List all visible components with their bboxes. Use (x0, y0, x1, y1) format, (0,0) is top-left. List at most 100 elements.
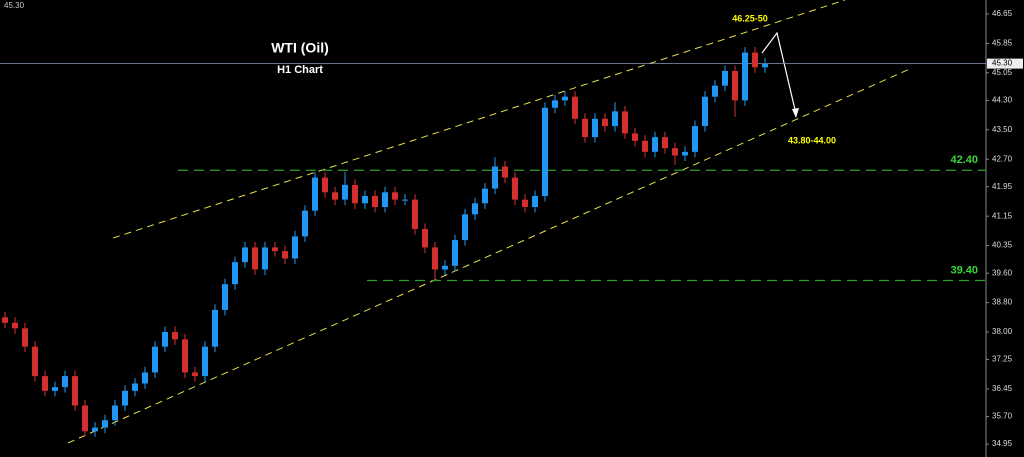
candle-body (162, 331, 168, 347)
candle-body (562, 96, 568, 101)
candle-body (252, 247, 258, 270)
candle-body (642, 140, 648, 152)
candle-body (502, 166, 508, 178)
candle-body (302, 210, 308, 237)
y-tick-label: 45.85 (992, 38, 1013, 47)
candle-body (412, 199, 418, 230)
candle-body (452, 240, 458, 266)
candle-body (522, 199, 528, 207)
candle-body (652, 137, 658, 152)
candle-body (482, 188, 488, 204)
y-tick-label: 34.95 (992, 439, 1013, 448)
candle-body (172, 331, 178, 340)
channel-lower (67, 67, 913, 444)
annotation: 43.80-44.00 (788, 135, 836, 145)
candle-body (442, 265, 448, 270)
candle-body (402, 199, 408, 201)
candle-body (372, 195, 378, 207)
candle-body (312, 177, 318, 211)
candle-body (122, 390, 128, 406)
candle-body (212, 309, 218, 347)
candle-body (22, 328, 28, 347)
candle-body (572, 96, 578, 119)
candle-body (42, 376, 48, 391)
candle-body (132, 383, 138, 391)
y-tick-label: 40.35 (992, 241, 1013, 250)
chart-title: WTI (Oil) (271, 40, 329, 56)
candle-body (762, 63, 768, 68)
level-label: 42.40 (950, 154, 978, 166)
candle-body (282, 251, 288, 259)
candle-body (72, 376, 78, 406)
candle-body (422, 229, 428, 248)
candle-body (612, 111, 618, 127)
y-tick-label: 46.65 (992, 9, 1013, 18)
candle-body (382, 192, 388, 207)
candle-body (322, 177, 328, 193)
candle-body (682, 151, 688, 156)
candle-body (532, 195, 538, 207)
candle-body (202, 346, 208, 377)
y-tick-label: 38.00 (992, 327, 1013, 336)
candle-body (192, 372, 198, 377)
level-label: 39.40 (950, 264, 978, 276)
candle-body (342, 184, 348, 200)
candle-body (102, 420, 108, 428)
y-tick-label: 38.80 (992, 298, 1013, 307)
y-tick-label: 35.70 (992, 412, 1013, 421)
candle-body (142, 372, 148, 384)
candle-body (722, 70, 728, 86)
forecast-arrow (761, 31, 797, 115)
candle-body (262, 247, 268, 270)
candle-body (12, 322, 18, 329)
candle-body (712, 85, 718, 97)
y-tick-label: 36.45 (992, 384, 1013, 393)
candle-body (732, 70, 738, 101)
candle-body (222, 284, 228, 310)
candle-body (152, 346, 158, 373)
candle-body (702, 96, 708, 127)
candle-body (592, 118, 598, 138)
candle-body (512, 177, 518, 200)
candle-body (272, 247, 278, 252)
candle-body (622, 111, 628, 134)
candle-body (552, 100, 558, 108)
candle-body (432, 247, 438, 270)
arrow-head (792, 108, 799, 118)
candle-body (352, 184, 358, 204)
channel-upper (112, 0, 846, 239)
y-tick-label: 45.05 (992, 68, 1013, 77)
y-tick-label: 41.15 (992, 211, 1013, 220)
candle-body (242, 247, 248, 263)
candle-body (332, 192, 338, 200)
candle-body (632, 133, 638, 141)
candle-body (662, 137, 668, 149)
candle-body (292, 236, 298, 259)
candle-body (462, 214, 468, 241)
candle-body (742, 52, 748, 101)
y-tick-label: 37.25 (992, 355, 1013, 364)
y-tick-label: 41.95 (992, 182, 1013, 191)
candle-body (112, 405, 118, 421)
current-price-box (987, 58, 1023, 69)
candle-body (582, 118, 588, 138)
candle-body (492, 166, 498, 189)
candle-body (542, 107, 548, 196)
annotation: 46.25-50 (732, 13, 768, 23)
candle-body (62, 376, 68, 388)
chart-subtitle: H1 Chart (277, 64, 323, 76)
candle-body (672, 148, 678, 156)
y-tick-label: 42.70 (992, 154, 1013, 163)
candle-body (52, 387, 58, 391)
candle-body (602, 118, 608, 127)
candle-body (392, 192, 398, 200)
candle-body (472, 203, 478, 215)
candle-body (32, 346, 38, 377)
y-tick-label: 44.30 (992, 95, 1013, 104)
candle-body (692, 126, 698, 152)
candle-body (752, 52, 758, 68)
candle-body (182, 339, 188, 373)
